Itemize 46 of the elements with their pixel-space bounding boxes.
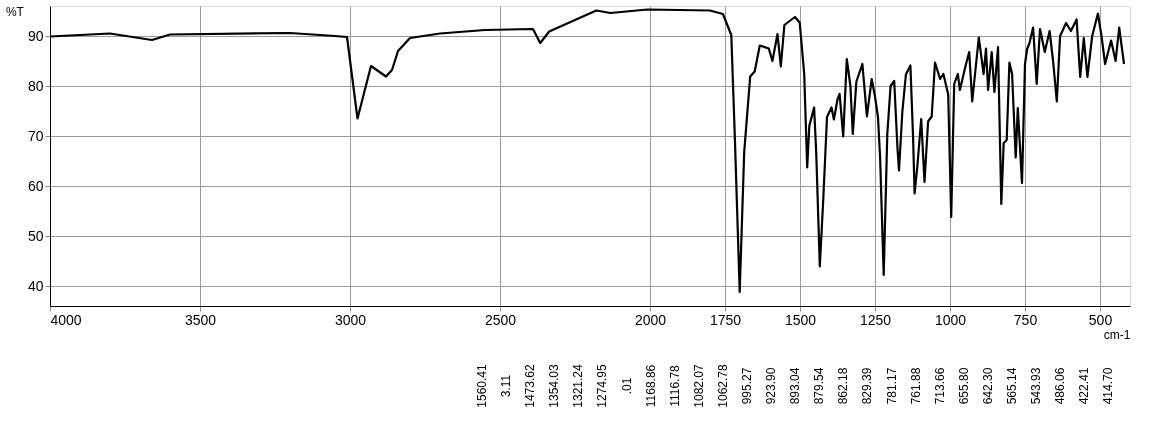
x-tick-label: 1500 bbox=[784, 311, 817, 328]
x-tick-label: 3000 bbox=[334, 311, 367, 328]
text: 3.11 bbox=[499, 374, 514, 398]
text: 862.18 bbox=[836, 367, 851, 405]
x-tick-label: 2000 bbox=[634, 311, 667, 328]
y-tick-label: 70 bbox=[27, 127, 44, 144]
text: 1560.41 bbox=[475, 363, 489, 408]
text: .01 bbox=[619, 377, 634, 395]
text: 1274.95 bbox=[595, 363, 610, 408]
text: 486.06 bbox=[1053, 367, 1068, 405]
text: 655.80 bbox=[956, 367, 971, 405]
text: 1082.07 bbox=[691, 363, 706, 408]
y-tick-label: 90 bbox=[27, 27, 44, 44]
text: 414.70 bbox=[1101, 367, 1116, 405]
text: 713.66 bbox=[932, 367, 947, 405]
text: 995.27 bbox=[740, 367, 755, 405]
text: 1321.24 bbox=[571, 363, 586, 408]
x-tick-label: 2500 bbox=[484, 311, 517, 328]
text: 565.14 bbox=[1005, 367, 1020, 405]
text: 1168.86 bbox=[643, 364, 658, 408]
y-tick-label: 80 bbox=[27, 77, 44, 94]
x-tick-label: 4000 bbox=[50, 311, 82, 328]
text: 1116.78 bbox=[667, 364, 682, 407]
x-tick-label: 1250 bbox=[859, 311, 892, 328]
x-tick-label: 1750 bbox=[709, 311, 742, 328]
text: 761.88 bbox=[908, 367, 923, 405]
text: 1473.62 bbox=[523, 363, 538, 408]
text: 1354.03 bbox=[547, 363, 562, 408]
x-tick-label: 1000 bbox=[934, 311, 967, 328]
text: 1062.78 bbox=[715, 363, 730, 408]
text: 781.17 bbox=[884, 367, 899, 405]
text: 893.04 bbox=[788, 367, 803, 405]
y-tick-label: 50 bbox=[27, 227, 44, 244]
text: 422.41 bbox=[1077, 367, 1092, 405]
text: 879.54 bbox=[812, 367, 827, 405]
text: 642.30 bbox=[980, 367, 995, 405]
x-tick-label: 3500 bbox=[184, 311, 217, 328]
y-tick-label: 60 bbox=[27, 177, 44, 194]
y-tick-label: 40 bbox=[27, 277, 44, 294]
x-tick-label: 500 bbox=[1088, 311, 1113, 328]
x-tick-label: 750 bbox=[1013, 311, 1038, 328]
y-axis-title: %T bbox=[5, 4, 25, 19]
x-axis-title: cm-1 bbox=[1103, 327, 1131, 342]
text: 923.90 bbox=[764, 367, 779, 405]
text: 543.93 bbox=[1029, 367, 1044, 405]
text: 829.39 bbox=[860, 367, 875, 405]
